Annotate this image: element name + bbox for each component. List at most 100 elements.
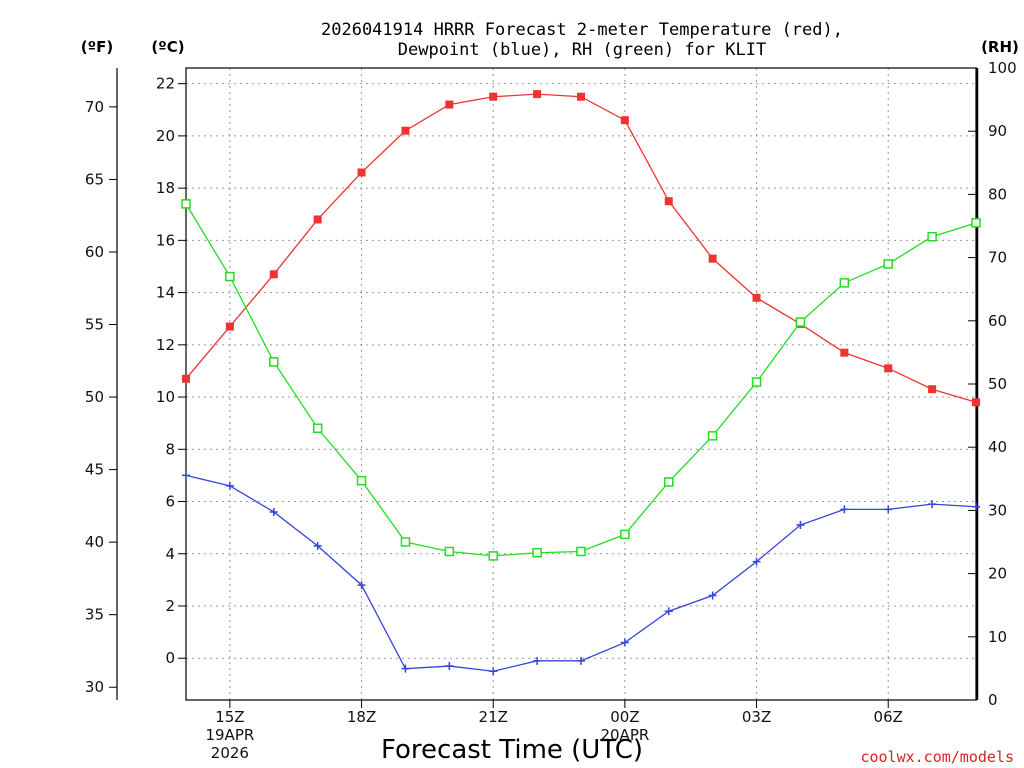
rh-point xyxy=(312,423,323,433)
rh-tick-label: 90 xyxy=(988,122,1007,140)
dewpoint-point xyxy=(664,607,673,616)
rh-point xyxy=(707,431,718,441)
celsius-tick-label: 14 xyxy=(156,284,175,302)
temperature-point xyxy=(620,116,629,125)
x-tick-label: 21Z xyxy=(479,708,508,726)
dewpoint-point xyxy=(269,507,278,516)
celsius-tick-label: 4 xyxy=(165,545,175,563)
rh-tick-label: 100 xyxy=(988,59,1017,77)
rh-point xyxy=(664,477,674,487)
x-tick-date-label: 20APR xyxy=(600,726,649,744)
dewpoint-point xyxy=(225,481,234,490)
rh-unit-label: (RH) xyxy=(981,38,1019,56)
rh-tick-label: 30 xyxy=(988,501,1007,519)
dewpoint-point xyxy=(489,667,498,676)
celsius-unit-label: (ºC) xyxy=(151,38,184,56)
temperature-point xyxy=(752,293,761,302)
rh-tick-label: 60 xyxy=(988,312,1007,330)
fahrenheit-tick-label: 50 xyxy=(85,388,104,406)
credit-link[interactable]: coolwx.com/models xyxy=(860,748,1014,766)
rh-point xyxy=(620,529,630,540)
temperature-point xyxy=(313,215,322,224)
celsius-tick-label: 8 xyxy=(165,440,175,458)
rh-point xyxy=(576,546,586,557)
dewpoint-point xyxy=(357,581,366,590)
temperature-point xyxy=(225,322,234,331)
rh-tick-label: 40 xyxy=(988,438,1007,456)
temperature-point xyxy=(489,92,498,101)
fahrenheit-tick-label: 40 xyxy=(85,533,104,551)
temperature-point xyxy=(533,90,542,99)
temperature-point xyxy=(884,364,893,373)
rh-point xyxy=(444,546,455,557)
dewpoint-point xyxy=(401,664,410,673)
rh-tick-label: 20 xyxy=(988,565,1007,583)
fahrenheit-unit-label: (ºF) xyxy=(81,38,113,56)
temperature-point xyxy=(401,126,410,135)
rh-point xyxy=(488,551,498,561)
fahrenheit-tick-label: 30 xyxy=(85,678,104,696)
dewpoint-point xyxy=(708,591,717,600)
dewpoint-point xyxy=(533,656,542,665)
chart-title-line1: 2026041914 HRRR Forecast 2-meter Tempera… xyxy=(321,20,843,40)
fahrenheit-tick-label: 70 xyxy=(85,98,104,116)
dewpoint-point xyxy=(884,505,893,514)
dewpoint-point xyxy=(445,662,454,671)
celsius-tick-label: 10 xyxy=(156,388,175,406)
rh-point xyxy=(225,271,235,282)
temperature-point xyxy=(840,348,849,357)
celsius-tick-label: 20 xyxy=(156,127,175,145)
rh-point xyxy=(269,357,279,367)
rh-tick-label: 50 xyxy=(988,375,1007,393)
rh-point xyxy=(883,259,893,269)
celsius-tick-label: 6 xyxy=(165,493,175,511)
x-tick-label: 18Z xyxy=(347,708,376,726)
temperature-point xyxy=(269,270,278,279)
grid-lines xyxy=(186,68,976,700)
rh-tick-label: 0 xyxy=(988,691,998,709)
dewpoint-point xyxy=(928,500,937,509)
rh-point xyxy=(971,218,981,228)
temperature-point xyxy=(577,92,585,101)
dewpoint-point xyxy=(313,541,322,550)
rh-point xyxy=(532,547,542,558)
fahrenheit-tick-label: 65 xyxy=(85,170,104,188)
celsius-tick-label: 12 xyxy=(156,336,175,354)
rh-point xyxy=(751,377,762,387)
dewpoint-point xyxy=(182,471,190,480)
fahrenheit-tick-label: 60 xyxy=(85,243,104,261)
rh-point xyxy=(927,231,937,242)
temperature-point xyxy=(445,100,454,109)
rh-tick-label: 80 xyxy=(988,185,1007,203)
dewpoint-point xyxy=(577,656,585,665)
rh-point xyxy=(356,475,367,486)
fahrenheit-tick-label: 35 xyxy=(85,606,104,624)
dewpoint-point xyxy=(796,521,805,530)
temperature-point xyxy=(357,168,366,177)
temperature-point xyxy=(664,197,673,206)
temperature-line xyxy=(185,93,977,403)
dewpoint-point xyxy=(840,505,849,514)
rh-point xyxy=(795,317,806,327)
rh-point xyxy=(181,199,191,209)
temperature-point xyxy=(972,398,980,407)
x-tick-label: 15Z xyxy=(215,708,244,726)
x-tick-label: 00Z xyxy=(610,708,639,726)
celsius-tick-label: 22 xyxy=(156,75,175,93)
rh-point xyxy=(400,537,411,547)
temperature-point xyxy=(182,374,190,383)
rh-point xyxy=(839,278,850,288)
fahrenheit-tick-label: 45 xyxy=(85,461,104,479)
x-tick-label: 06Z xyxy=(874,708,903,726)
dewpoint-point xyxy=(972,502,980,511)
celsius-tick-label: 0 xyxy=(165,649,175,667)
data-series xyxy=(181,90,981,676)
x-tick-date-label: 19APR xyxy=(205,726,254,744)
dewpoint-point xyxy=(752,557,761,566)
dewpoint-point xyxy=(620,638,629,647)
chart-title-line2: Dewpoint (blue), RH (green) for KLIT xyxy=(398,40,766,60)
temperature-point xyxy=(928,385,937,394)
dewpoint-line xyxy=(185,474,977,672)
x-tick-label: 03Z xyxy=(742,708,771,726)
